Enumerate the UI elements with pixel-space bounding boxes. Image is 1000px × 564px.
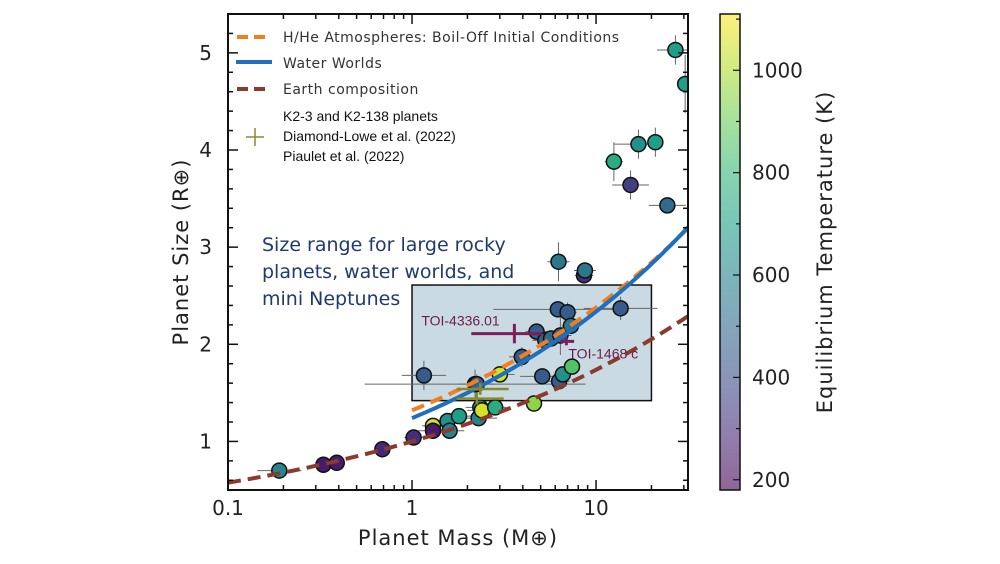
legend: H/He Atmospheres: Boil-Off Initial Condi… (236, 30, 620, 164)
earth-composition-curve (228, 314, 688, 485)
legend-cross-icon (246, 128, 264, 146)
colorbar-tick-label: 600 (752, 263, 790, 287)
legend-label-k2-line3: Piaulet et al. (2022) (283, 148, 404, 164)
y-tick-label: 5 (199, 41, 212, 65)
x-tick-label: 1 (406, 496, 419, 520)
y-axis-label: Planet Size (R⊕) (169, 159, 193, 346)
colorbar-tick-label: 200 (752, 468, 790, 492)
toi-label: TOI-4336.01 (421, 313, 500, 329)
planet-point (630, 135, 647, 153)
x-axis-label: Planet Mass (M⊕) (358, 526, 558, 550)
planet-point (647, 133, 664, 151)
legend-label-hhe: H/He Atmospheres: Boil-Off Initial Condi… (283, 30, 620, 46)
x-tick-label: 0.1 (212, 496, 244, 520)
colorbar-label: Equilibrium Temperature (K) (813, 91, 837, 414)
planet-point (576, 262, 594, 279)
colorbar (719, 13, 741, 491)
y-tick-label: 1 (199, 429, 212, 453)
y-tick-label: 2 (199, 332, 212, 356)
legend-label-water: Water Worlds (283, 56, 382, 72)
planet-point (676, 75, 688, 93)
planet-point (612, 300, 629, 317)
colorbar-tick-label: 1000 (752, 58, 803, 82)
colorbar-tick-label: 800 (752, 161, 790, 185)
planet-point (415, 367, 433, 384)
planet-point (563, 358, 581, 375)
region-annotation-line1: Size range for large rocky (262, 234, 506, 256)
planet-point (550, 253, 567, 270)
x-tick-label: 10 (583, 496, 608, 520)
region-annotation-line2: planets, water worlds, and (262, 261, 514, 283)
legend-label-k2-line2: Diamond-Lowe et al. (2022) (283, 128, 456, 144)
legend-label-k2-line1: K2-3 and K2-138 planets (283, 108, 438, 124)
planet-point (533, 368, 551, 385)
water-world-curve (411, 225, 688, 420)
plot-frame (227, 13, 689, 491)
planet-point (622, 176, 639, 194)
colorbar-tick-label: 400 (752, 365, 790, 389)
planet-point (659, 197, 676, 214)
size-range-region (411, 284, 653, 402)
y-tick-label: 4 (199, 138, 212, 162)
planet-point (605, 153, 623, 170)
legend-label-earth: Earth composition (283, 82, 419, 98)
toi-label: TOI-1468 c (568, 345, 638, 361)
planet-point (559, 303, 576, 321)
planet-point (450, 407, 468, 425)
y-tick-label: 3 (199, 235, 212, 259)
planet-point (667, 41, 684, 59)
region-annotation-line3: mini Neptunes (262, 288, 400, 310)
